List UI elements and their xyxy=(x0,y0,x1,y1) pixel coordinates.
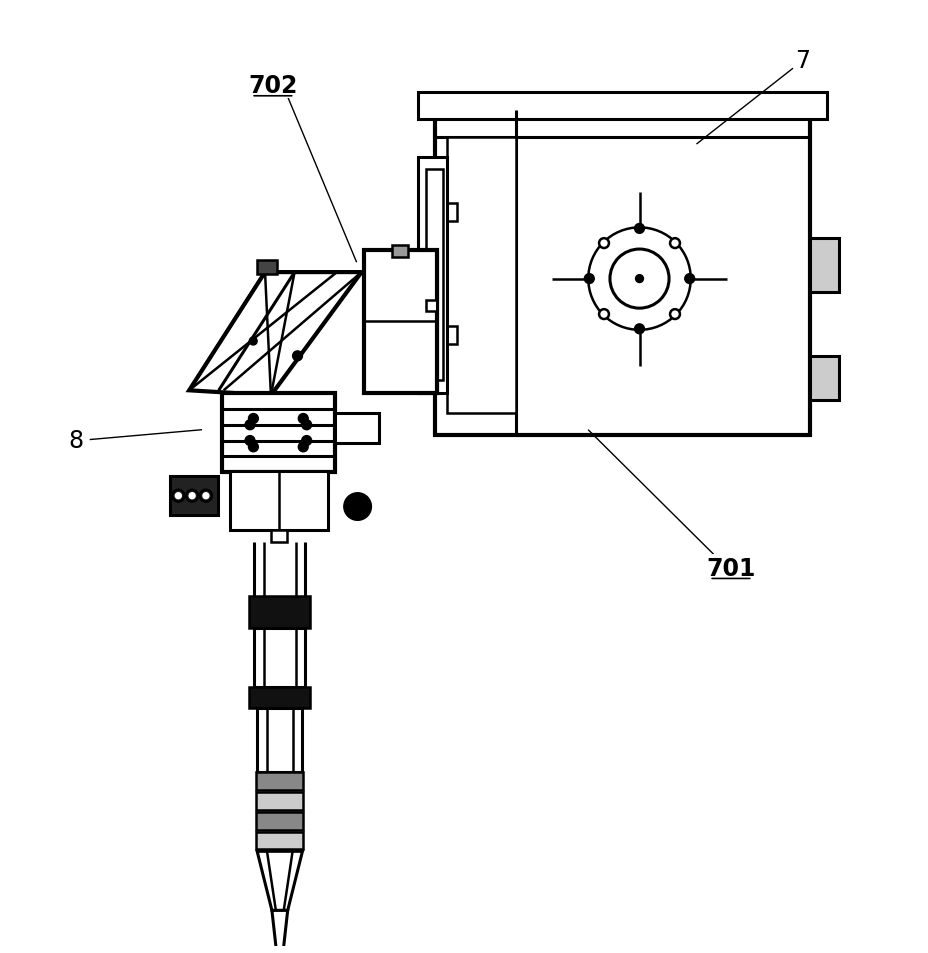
Bar xyxy=(446,327,457,345)
Circle shape xyxy=(599,239,608,249)
Circle shape xyxy=(173,490,184,502)
Circle shape xyxy=(584,274,594,284)
Bar xyxy=(335,414,379,443)
Bar xyxy=(418,157,446,394)
Circle shape xyxy=(669,310,679,319)
Bar xyxy=(435,111,809,436)
Bar xyxy=(256,773,303,790)
Circle shape xyxy=(248,442,258,453)
Circle shape xyxy=(245,436,254,446)
Circle shape xyxy=(200,490,212,502)
Bar xyxy=(222,394,335,473)
Bar xyxy=(254,628,305,687)
Bar xyxy=(249,597,310,628)
Circle shape xyxy=(587,228,690,331)
Circle shape xyxy=(298,415,308,424)
Bar xyxy=(257,261,277,274)
Bar xyxy=(418,92,827,120)
Text: 7: 7 xyxy=(794,50,809,73)
Bar xyxy=(446,204,457,222)
Circle shape xyxy=(599,310,608,319)
Circle shape xyxy=(292,352,303,361)
Bar xyxy=(425,300,437,313)
Circle shape xyxy=(610,250,668,309)
Circle shape xyxy=(245,420,254,430)
Text: 8: 8 xyxy=(69,428,84,452)
Bar xyxy=(446,138,516,414)
Bar xyxy=(249,687,310,709)
Bar xyxy=(271,531,287,542)
Bar xyxy=(257,709,303,773)
Bar xyxy=(809,356,838,400)
Circle shape xyxy=(248,415,258,424)
Circle shape xyxy=(186,490,198,502)
Bar xyxy=(256,812,303,830)
Bar xyxy=(392,246,407,258)
Circle shape xyxy=(202,494,209,499)
Bar xyxy=(229,472,328,531)
Bar xyxy=(256,792,303,810)
Circle shape xyxy=(302,420,311,430)
Circle shape xyxy=(249,337,257,346)
Circle shape xyxy=(189,494,195,499)
Circle shape xyxy=(302,436,311,446)
Bar xyxy=(425,170,443,381)
Circle shape xyxy=(634,325,644,335)
Bar xyxy=(809,238,838,293)
Circle shape xyxy=(343,494,371,520)
Bar xyxy=(170,476,217,516)
Polygon shape xyxy=(189,273,361,395)
Bar xyxy=(363,252,437,394)
Circle shape xyxy=(684,274,694,284)
Bar xyxy=(256,832,303,849)
Circle shape xyxy=(298,442,308,453)
Circle shape xyxy=(635,275,643,283)
Text: 702: 702 xyxy=(248,74,297,98)
Polygon shape xyxy=(257,851,303,910)
Text: 701: 701 xyxy=(705,556,754,580)
Circle shape xyxy=(669,239,679,249)
Circle shape xyxy=(634,224,644,234)
Circle shape xyxy=(175,494,181,499)
Polygon shape xyxy=(272,910,288,953)
